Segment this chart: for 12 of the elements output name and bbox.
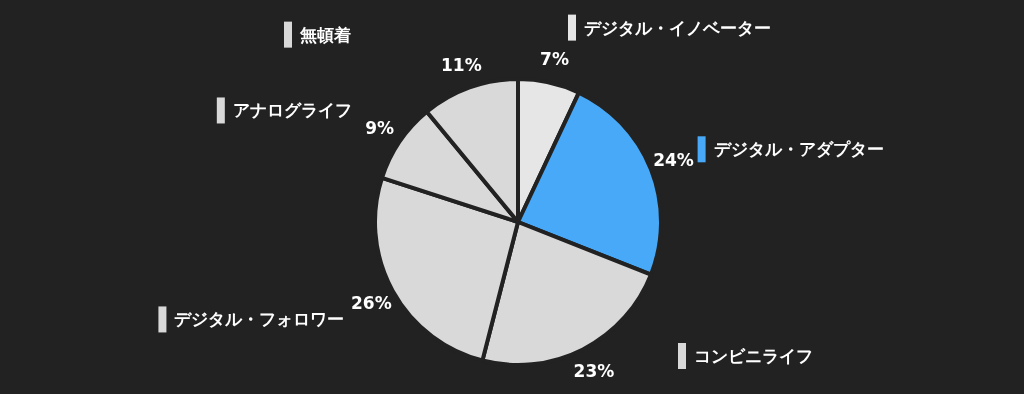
legend-label: 無頓着 xyxy=(299,24,351,45)
legend-label: アナログライフ xyxy=(232,100,352,121)
legend-label: デジタル・フォロワー xyxy=(174,309,345,330)
data-label: 9% xyxy=(365,117,395,138)
legend-label: デジタル・イノベーター xyxy=(584,17,771,38)
data-label: 24% xyxy=(653,150,694,171)
data-label: 26% xyxy=(351,292,392,313)
legend-label: デジタル・アダプター xyxy=(713,139,884,160)
data-label: 11% xyxy=(440,54,482,75)
data-label: 7% xyxy=(540,48,569,69)
data-label: 23% xyxy=(573,361,615,382)
legend-label: コンビニライフ xyxy=(694,346,813,366)
